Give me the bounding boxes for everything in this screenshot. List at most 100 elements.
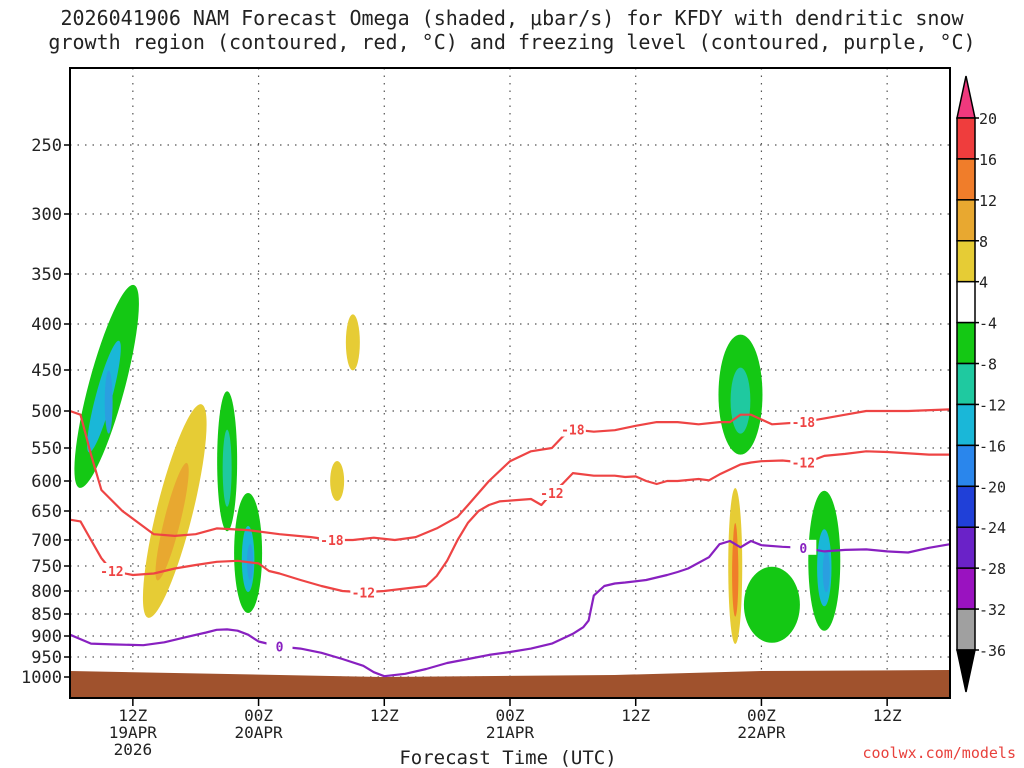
omega-area [728, 488, 743, 644]
y-tick-label: 550 [31, 439, 62, 459]
x-tick-label: 00Z [244, 706, 273, 725]
contour-label: -18 [561, 424, 585, 439]
y-tick-label: 900 [31, 627, 62, 647]
y-tick-label: 450 [31, 361, 62, 381]
omega-core [822, 550, 830, 593]
y-tick-label: 500 [31, 402, 62, 422]
contour-label: -12 [540, 487, 563, 502]
omega-shading [74, 284, 841, 644]
y-tick-label: 700 [31, 531, 62, 551]
colorbar-segment [956, 280, 976, 324]
colorbar-segment [956, 362, 976, 406]
colorbar-segment [956, 117, 976, 160]
colorbar-label: -32 [979, 601, 1006, 619]
colorbar-label: 20 [979, 110, 997, 128]
contour-label-bg [350, 584, 377, 600]
y-tick-label: 250 [31, 136, 62, 156]
omega-core [732, 523, 738, 594]
colorbar-segment [956, 321, 976, 365]
contour-label-bg [98, 563, 125, 578]
colorbar-segment [956, 567, 976, 610]
colorbar-segment [956, 158, 976, 201]
colorbar-label: -24 [979, 519, 1006, 537]
y-tick-label: 350 [31, 265, 62, 285]
colorbar-segment [956, 608, 976, 651]
colorbar-segment [956, 526, 976, 569]
contour-label: -18 [320, 534, 344, 549]
contour-label: -12 [792, 457, 815, 472]
omega-area [808, 490, 841, 631]
x-tick-label: 19APR [109, 723, 158, 742]
y-tick-label: 850 [31, 605, 62, 625]
contour-label-bg [559, 421, 586, 437]
colorbar: 20 16 12 8 4 -4 -8 -12 -16 -20 -24 -28 -32 -36 [956, 75, 1006, 693]
omega-area [217, 391, 238, 532]
x-tick-label: 00Z [747, 706, 776, 725]
omega-inner [730, 367, 751, 434]
colorbar-segment [956, 485, 976, 528]
omega-inner [222, 429, 232, 507]
omega-area [743, 566, 800, 643]
colorbar-label: 12 [979, 192, 997, 210]
omega-outer [330, 461, 345, 501]
omega-outer [743, 566, 800, 643]
contour-label-bg [790, 414, 817, 430]
y-tick-label: 1000 [21, 668, 62, 688]
y-tick-label: 650 [31, 502, 62, 522]
chart-title-line1: 2026041906 NAM Forecast Omega (shaded, μ… [60, 6, 964, 30]
x-tick-label: 20APR [234, 723, 283, 742]
x-tick-label: 12Z [118, 706, 147, 725]
omega-inner [155, 462, 189, 581]
x-tick-label: 21APR [486, 723, 535, 742]
colorbar-label: 16 [979, 151, 997, 169]
y-tick-label: 600 [31, 472, 62, 492]
colorbar-segment [956, 444, 976, 488]
y-tick-label: 950 [31, 648, 62, 668]
x-tick-label: 12Z [873, 706, 902, 725]
y-axis-tick-labels: 2503003504004505005506006507007508008509… [21, 136, 70, 688]
contour-label: -12 [352, 586, 375, 601]
colorbar-label: -4 [979, 315, 997, 333]
contour-label-bg [790, 539, 817, 555]
colorbar-label: -8 [979, 356, 997, 374]
omega-inner [87, 340, 121, 453]
colorbar-label: -36 [979, 642, 1006, 660]
ground [70, 670, 950, 698]
contour-label: -18 [792, 416, 816, 431]
omega-core [104, 370, 113, 434]
watermark: coolwx.com/models [862, 744, 1016, 762]
contour-line-temperature_dgz [69, 450, 950, 594]
contour-line-freezing_level [69, 539, 951, 678]
x-tick-label: 12Z [370, 706, 399, 725]
plot-border [69, 67, 951, 699]
chart-title: 2026041906 NAM Forecast Omega (shaded, μ… [0, 6, 1024, 54]
y-tick-label: 400 [31, 315, 62, 335]
contour-label-bg [266, 638, 293, 654]
contour-label: 0 [276, 641, 284, 656]
chart-title-line2: growth region (contoured, red, °C) and f… [48, 30, 976, 54]
colorbar-segment [956, 240, 976, 283]
omega-outer [345, 314, 360, 371]
y-tick-label: 800 [31, 582, 62, 602]
ground-fill [70, 670, 950, 698]
omega-area [345, 314, 360, 371]
colorbar-label: -16 [979, 437, 1006, 455]
contours: -18 -18 -18 -12 -12 -12 -12 0 0 [69, 408, 951, 678]
contour-label: 0 [799, 542, 807, 557]
omega-area [74, 284, 139, 488]
plot-frame [69, 67, 951, 699]
omega-area [330, 461, 345, 501]
y-tick-label: 750 [31, 557, 62, 577]
omega-area [142, 404, 207, 618]
colorbar-label: -20 [979, 478, 1006, 496]
x-tick-label: 22APR [737, 723, 786, 742]
omega-area [718, 334, 763, 455]
colorbar-label: 8 [979, 233, 988, 251]
y-tick-label: 300 [31, 205, 62, 225]
contour-label-bg [790, 454, 817, 470]
colorbar-label: -28 [979, 560, 1006, 578]
colorbar-segment [956, 199, 976, 242]
contour-line-temperature_dgz [69, 408, 951, 542]
